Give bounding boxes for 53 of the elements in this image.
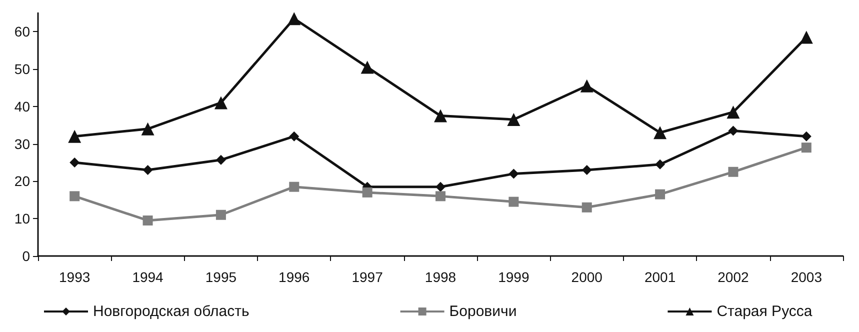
x-tick-label: 1994: [132, 269, 164, 285]
point: [654, 126, 667, 140]
point: [216, 210, 226, 220]
point: [655, 189, 666, 200]
point: [801, 131, 812, 142]
y-tick-label: 20: [14, 173, 30, 190]
y-tick-label: 0: [22, 248, 30, 264]
point: [580, 79, 594, 92]
x-tick-label: 2003: [790, 269, 822, 285]
y-tick-label: 60: [14, 24, 30, 40]
point: [508, 168, 519, 179]
point: [216, 154, 226, 165]
point: [582, 165, 592, 176]
x-tick-label: 2002: [718, 269, 750, 285]
x-tick-label: 2001: [644, 269, 676, 285]
point: [728, 166, 738, 177]
legend-label: Новгородская область: [93, 303, 250, 320]
point: [360, 60, 374, 74]
point: [436, 182, 446, 192]
y-tick-label: 30: [14, 136, 30, 152]
point: [142, 165, 153, 176]
point: [508, 196, 519, 207]
x-tick-label: 2000: [571, 269, 603, 285]
point: [70, 158, 80, 168]
point: [726, 106, 740, 119]
point: [68, 130, 82, 143]
point: [655, 159, 666, 170]
point: [289, 131, 300, 142]
legend-label: Боровичи: [449, 303, 517, 320]
point: [800, 30, 813, 44]
x-tick-label: 1996: [278, 269, 310, 285]
point: [434, 109, 447, 122]
x-tick-label: 1998: [424, 269, 456, 285]
y-tick-label: 10: [14, 210, 30, 227]
point: [289, 182, 300, 192]
y-tick-label: 50: [14, 61, 30, 78]
point: [801, 142, 812, 153]
point: [436, 191, 446, 202]
x-tick-label: 1993: [59, 269, 90, 285]
point: [582, 202, 592, 212]
point: [288, 12, 301, 26]
y-tick-label: 40: [14, 98, 30, 114]
point: [142, 215, 153, 226]
x-tick-label: 1995: [205, 269, 237, 285]
point: [507, 113, 520, 126]
x-tick-label: 1999: [498, 269, 530, 285]
point: [214, 96, 228, 110]
point: [362, 187, 372, 198]
legend-label: Старая Русса: [716, 303, 813, 320]
point: [141, 122, 154, 136]
point: [728, 126, 738, 136]
x-tick-label: 1997: [352, 269, 384, 285]
point: [70, 191, 80, 202]
